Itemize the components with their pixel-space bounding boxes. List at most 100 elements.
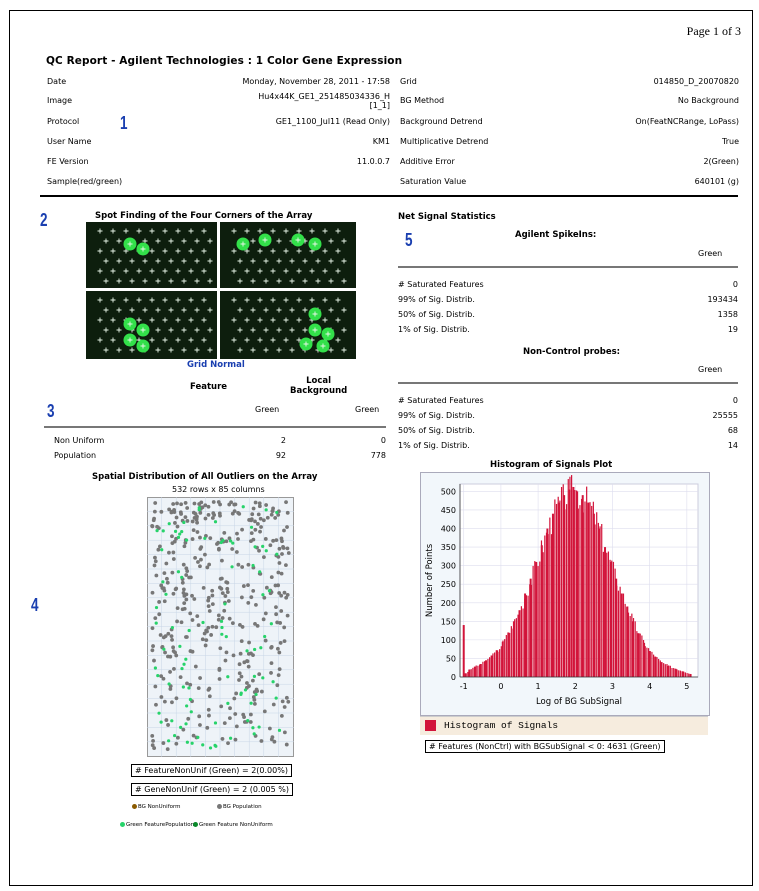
bg-population-dot [164,718,169,722]
grid-cross-mark [136,317,142,323]
green-feature-dot [190,741,194,745]
bg-population-dot [179,512,183,516]
bg-population-dot [204,628,209,633]
grid-cross-mark [142,238,148,244]
histogram-bar [622,593,625,677]
bg-population-dot [240,565,245,569]
histogram-bar [681,671,683,677]
bg-population-dot [175,524,180,529]
bg-population-dot [150,626,155,631]
histogram-bar [601,524,603,677]
grid-cross-mark [116,307,122,313]
meta-value: GE1_1100_Jul11 (Read Only) [275,117,390,126]
bg-population-dot [275,683,280,688]
histogram-bar [679,670,681,677]
bg-population-dot [170,534,174,539]
bg-population-dot [184,635,189,639]
grid-cross-mark [188,317,194,323]
grid-cross-mark [181,258,187,264]
grid-cross-mark [231,317,237,323]
bg-population-dot [200,637,205,642]
grid-cross-mark [207,238,213,244]
bg-population-dot [205,565,210,570]
bg-population-dot [170,700,174,705]
bg-population-dot [153,501,158,505]
green-feature-dot [246,719,250,723]
bg-population-dot [171,557,176,561]
bg-population-dot [168,687,173,691]
histogram-bar [555,503,558,677]
meta-label: Protocol [47,117,80,126]
bg-population-dot [153,616,158,621]
grid-cross-mark [276,238,282,244]
grid-cross-mark [257,268,263,274]
bg-population-dot [210,588,215,593]
green-feature-dot [254,692,258,697]
bg-population-dot [203,643,208,648]
bg-population-dot [207,694,212,699]
meta-label: Saturation Value [400,177,467,186]
bg-population-dot [271,538,276,543]
bg-population-dot [238,651,243,656]
bg-population-dot [284,500,288,505]
histogram-bar [550,534,553,677]
bg-population-dot [236,562,241,567]
grid-cross-mark [270,297,276,303]
grid-cross-mark [207,327,213,333]
bg-population-dot [252,697,257,702]
green-feature-dot [162,647,166,651]
grid-cross-mark [309,297,315,303]
bg-population-dot [276,554,281,559]
green-feature-dot [185,704,189,708]
bg-population-dot [258,529,262,534]
histogram-bar [668,665,670,677]
stat-value: 68 [727,426,738,435]
green-feature-dot [253,545,257,549]
bg-population-dot [206,504,211,509]
green-feature-dot [173,733,177,738]
bg-population-dot [192,515,197,520]
histogram-footer-box: # Features (NonCtrl) with BGSubSignal < … [425,740,665,753]
bg-population-dot [198,723,202,727]
bg-population-dot [214,625,219,630]
legend-dot-icon [193,822,198,827]
bg-population-dot [224,539,229,544]
grid-cross-mark [289,278,295,284]
histogram-x-label: Log of BG SubSignal [536,697,622,707]
bg-population-dot [207,562,212,567]
bg-population-dot [246,562,251,567]
grid-cross-mark [123,248,129,254]
grid-cross-mark [155,327,161,333]
histogram-bar [472,667,474,677]
grid-normal-caption: Grid Normal [187,360,245,370]
meta-value: True [722,137,739,146]
grid-cross-mark [322,248,328,254]
green-feature-dot [258,570,262,574]
green-feature-dot [264,508,268,512]
histogram-bar [567,479,569,677]
stat-value: 14 [727,441,738,450]
spikeins-divider [398,266,738,268]
bg-population-dot [239,674,244,679]
histogram-y-tick: 250 [441,580,456,589]
bg-population-dot [219,704,224,709]
bg-green-header: Green [355,405,380,414]
bg-population-dot [277,546,282,551]
grid-cross-mark [116,347,122,353]
bg-population-dot [188,611,193,616]
stat-label: 50% of Sig. Distrib. [398,310,475,319]
bg-population-dot [232,696,237,701]
bg-population-dot [224,650,229,655]
bg-population-dot [203,516,208,521]
bg-population-dot [233,502,238,507]
histogram-bar [647,648,650,677]
histogram-x-tick: 5 [684,682,689,691]
grid-cross-mark [276,307,282,313]
grid-cross-mark [201,248,207,254]
histogram-x-tick: 2 [573,682,578,691]
histogram-bar [487,658,489,677]
bg-population-dot [150,743,155,748]
bg-population-dot [252,701,257,706]
bg-population-dot [166,654,170,659]
grid-cross-mark [262,237,268,243]
